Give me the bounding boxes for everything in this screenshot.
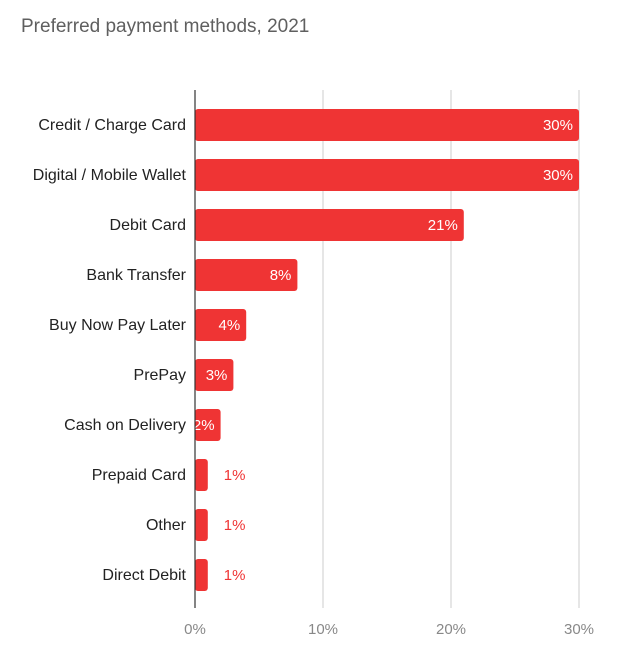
bar [195, 509, 208, 541]
category-label: Buy Now Pay Later [49, 317, 187, 334]
category-label: Digital / Mobile Wallet [33, 167, 187, 184]
bar [195, 409, 221, 441]
x-tick-label: 20% [436, 621, 466, 638]
data-label: 1% [224, 517, 246, 534]
bar [195, 109, 579, 141]
bar [195, 559, 208, 591]
data-label: 3% [206, 367, 228, 384]
bar [195, 259, 298, 291]
chart-title: Preferred payment methods, 2021 [21, 16, 310, 37]
data-label: 21% [428, 217, 458, 234]
bar [195, 159, 579, 191]
data-label: 8% [270, 267, 292, 284]
data-label: 30% [543, 167, 573, 184]
category-label: Cash on Delivery [64, 417, 186, 434]
category-label: Other [146, 517, 187, 534]
x-tick-label: 0% [184, 621, 206, 638]
bar [195, 209, 464, 241]
category-label: Prepaid Card [92, 467, 186, 484]
bar [195, 309, 247, 341]
data-label: 2% [193, 417, 215, 434]
category-label: Bank Transfer [86, 267, 186, 284]
data-label: 1% [224, 567, 246, 584]
x-tick-label: 30% [564, 621, 594, 638]
category-label: PrePay [134, 367, 186, 384]
category-label: Debit Card [110, 217, 186, 234]
bar [195, 459, 208, 491]
category-label: Credit / Charge Card [38, 117, 186, 134]
data-label: 1% [224, 467, 246, 484]
category-label: Direct Debit [102, 567, 186, 584]
data-label: 30% [543, 117, 573, 134]
data-label: 4% [219, 317, 241, 334]
x-tick-label: 10% [308, 621, 338, 638]
bar [195, 359, 234, 391]
